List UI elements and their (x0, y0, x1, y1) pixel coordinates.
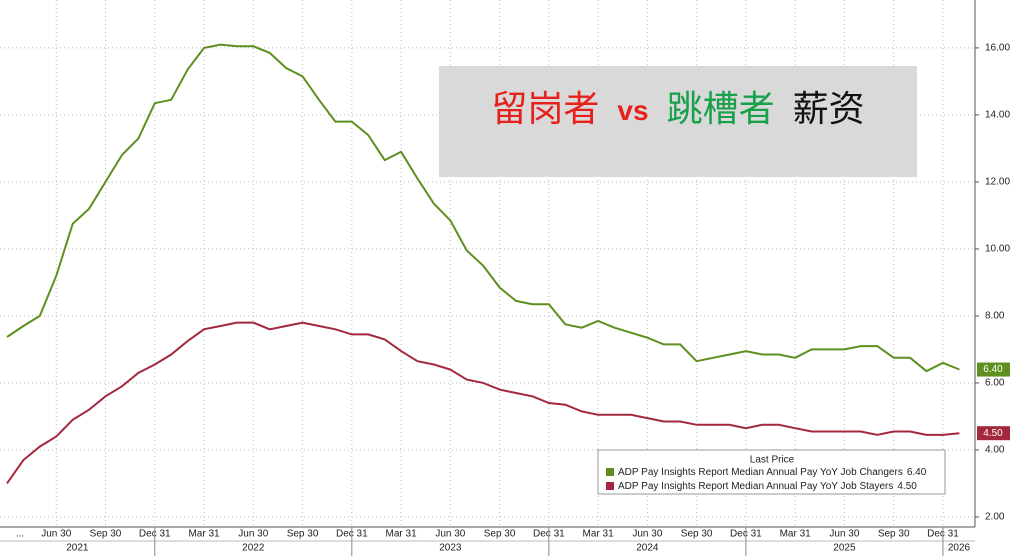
y-tick-label: 6.00 (985, 378, 1005, 389)
y-tick-label: 10.00 (985, 244, 1010, 255)
legend-value: 6.40 (907, 467, 927, 478)
year-label: 2023 (439, 543, 462, 554)
annotation-part: 留岗者 (491, 89, 599, 129)
y-tick-label: 4.00 (985, 445, 1005, 456)
last-value-box (977, 426, 1010, 441)
legend-value: 4.50 (897, 481, 917, 492)
annotation-part: 薪资 (793, 89, 865, 129)
x-tick-label: Jun 30 (238, 529, 268, 540)
annotation-part: 跳槽者 (667, 89, 775, 129)
x-tick-label: Mar 31 (386, 529, 418, 540)
annotation: 留岗者 vs 跳槽者 薪资 (491, 89, 864, 129)
x-tick-label: Mar 31 (188, 529, 220, 540)
year-label: 2022 (242, 543, 265, 554)
legend-title: Last Price (750, 455, 795, 466)
x-tick-label: Mar 31 (780, 529, 812, 540)
year-label: 2026 (948, 543, 971, 554)
last-value-label: 4.50 (983, 428, 1003, 439)
x-tick-label: Jun 30 (632, 529, 662, 540)
x-tick-label: Jun 30 (829, 529, 859, 540)
x-tick-label: Mar 31 (583, 529, 615, 540)
x-tick-label: Jun 30 (435, 529, 465, 540)
legend-swatch (606, 468, 614, 476)
lines (6, 43, 960, 484)
x-tick-label: Sep 30 (878, 529, 910, 540)
annotation-box (439, 66, 917, 177)
x-tick-label: Jun 30 (41, 529, 71, 540)
x-tick-label: ... (16, 529, 24, 540)
y-tick-label: 12.00 (985, 177, 1010, 188)
y-tick-label: 8.00 (985, 311, 1005, 322)
y-tick-label: 14.00 (985, 110, 1010, 121)
series-line (6, 43, 960, 373)
year-label: 2021 (66, 543, 89, 554)
last-value-box (977, 362, 1010, 377)
legend-swatch (606, 482, 614, 490)
x-tick-label: Sep 30 (681, 529, 713, 540)
y-tick-label: 2.00 (985, 512, 1005, 523)
last-value-label: 6.40 (983, 364, 1003, 375)
legend-box (597, 449, 946, 495)
legend-name: ADP Pay Insights Report Median Annual Pa… (618, 467, 903, 478)
y-tick-label: 16.00 (985, 43, 1010, 54)
legend-name: ADP Pay Insights Report Median Annual Pa… (618, 481, 893, 492)
legend-entry: ADP Pay Insights Report Median Annual Pa… (618, 467, 927, 478)
legend-entry: ADP Pay Insights Report Median Annual Pa… (618, 481, 917, 492)
annotation-part: vs (617, 95, 648, 126)
x-tick-label: Sep 30 (287, 529, 319, 540)
series-line (6, 321, 960, 484)
x-tick-label: Sep 30 (90, 529, 122, 540)
x-tick-label: Sep 30 (484, 529, 516, 540)
year-label: 2025 (833, 543, 856, 554)
year-label: 2024 (636, 543, 659, 554)
